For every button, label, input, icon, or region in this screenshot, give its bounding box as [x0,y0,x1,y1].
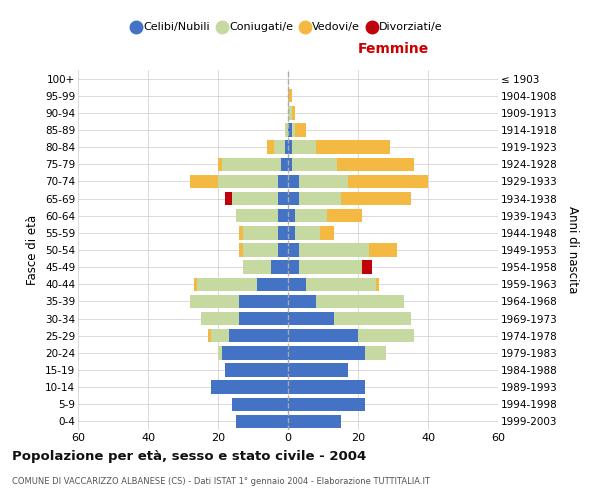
Bar [197,278,257,291]
Bar [288,329,358,342]
Bar [299,174,347,188]
Bar [218,158,221,171]
Bar [232,192,277,205]
Bar [299,244,368,256]
Bar [284,140,288,154]
Bar [277,244,288,256]
Bar [288,174,299,188]
Bar [299,192,341,205]
Bar [200,312,239,326]
Bar [288,380,365,394]
Bar [288,140,292,154]
Bar [288,89,292,102]
Bar [221,158,281,171]
Y-axis label: Fasce di età: Fasce di età [26,215,40,285]
Bar [221,346,288,360]
Bar [239,226,242,239]
Bar [257,278,288,291]
Text: COMUNE DI VACCARIZZO ALBANESE (CS) - Dati ISTAT 1° gennaio 2004 - Elaborazione T: COMUNE DI VACCARIZZO ALBANESE (CS) - Dat… [12,478,430,486]
Bar [193,278,197,291]
Bar [232,398,288,411]
Bar [267,140,274,154]
Bar [358,329,414,342]
Bar [288,312,334,326]
Bar [242,226,277,239]
Bar [347,174,428,188]
Bar [288,106,292,120]
Bar [365,346,386,360]
Bar [239,294,288,308]
Bar [235,209,277,222]
Bar [361,260,372,274]
Text: Popolazione per età, sesso e stato civile - 2004: Popolazione per età, sesso e stato civil… [12,450,366,463]
Bar [295,226,320,239]
Bar [190,294,239,308]
Bar [292,124,295,136]
Bar [218,174,277,188]
Bar [277,174,288,188]
Bar [288,158,292,171]
Bar [376,278,379,291]
Bar [337,158,414,171]
Bar [284,124,288,136]
Bar [274,140,284,154]
Bar [305,278,376,291]
Bar [341,192,410,205]
Bar [292,158,337,171]
Bar [277,192,288,205]
Bar [239,244,242,256]
Bar [288,244,299,256]
Bar [211,329,229,342]
Bar [292,140,316,154]
Bar [320,226,334,239]
Bar [190,174,218,188]
Bar [299,260,361,274]
Bar [326,209,361,222]
Bar [242,260,271,274]
Y-axis label: Anni di nascita: Anni di nascita [566,206,579,294]
Bar [288,414,341,428]
Bar [295,209,326,222]
Bar [225,192,232,205]
Bar [225,364,288,376]
Bar [281,158,288,171]
Bar [288,346,365,360]
Bar [271,260,288,274]
Bar [288,124,292,136]
Bar [316,140,389,154]
Bar [288,398,365,411]
Bar [295,124,305,136]
Bar [235,414,288,428]
Bar [368,244,397,256]
Bar [239,312,288,326]
Bar [218,346,221,360]
Bar [288,192,299,205]
Bar [288,294,316,308]
Bar [288,364,347,376]
Bar [208,329,211,342]
Bar [277,209,288,222]
Bar [229,329,288,342]
Bar [277,226,288,239]
Bar [288,260,299,274]
Bar [316,294,404,308]
Bar [288,209,295,222]
Legend: Celibi/Nubili, Coniugati/e, Vedovi/e, Divorziati/e: Celibi/Nubili, Coniugati/e, Vedovi/e, Di… [129,18,447,37]
Bar [334,312,410,326]
Bar [211,380,288,394]
Bar [242,244,277,256]
Bar [288,278,305,291]
Bar [288,226,295,239]
Text: Femmine: Femmine [358,42,428,56]
Bar [292,106,295,120]
